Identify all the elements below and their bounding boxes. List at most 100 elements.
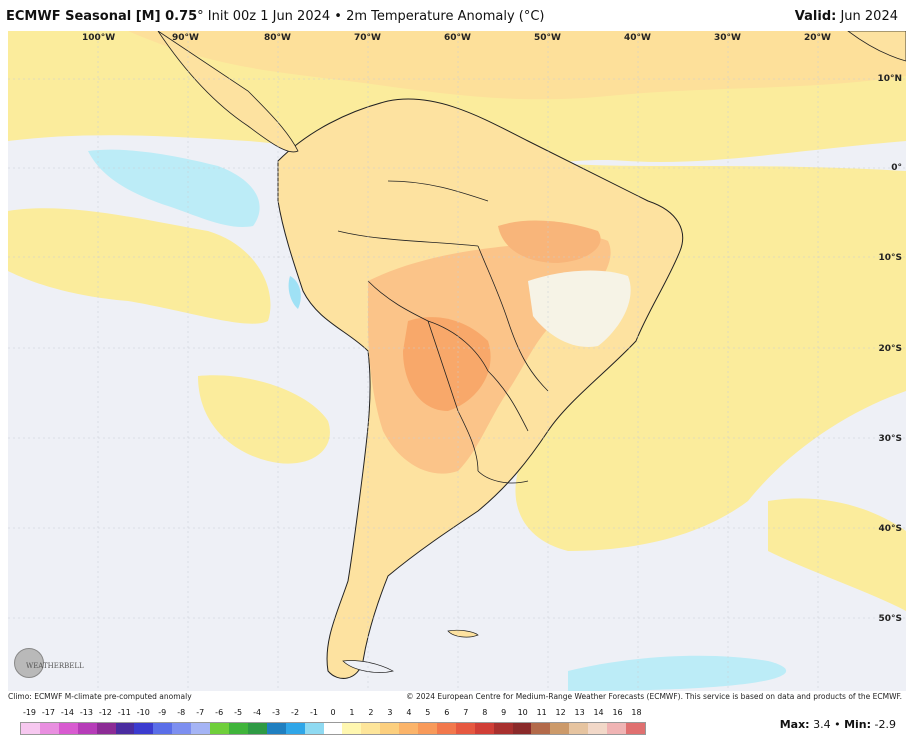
scale-swatch (115, 723, 135, 734)
scale-tick-label: 10 (517, 708, 528, 717)
anomaly-zone-north-warm (128, 31, 906, 100)
scale-swatch (304, 723, 324, 734)
lat-label: 30°S (878, 434, 902, 444)
scale-swatch (455, 723, 475, 734)
scale-swatch (77, 723, 97, 734)
lat-label: 20°S (878, 344, 902, 354)
scale-tick-label: 11 (536, 708, 547, 717)
lon-label: 20°W (804, 33, 831, 43)
graticule (8, 31, 906, 691)
scale-swatch (285, 723, 305, 734)
scale-swatch (266, 723, 286, 734)
max-min-readout: Max: 3.4 • Min: -2.9 (779, 718, 896, 731)
scale-tick-label: 12 (555, 708, 566, 717)
scale-tick-label: -9 (158, 708, 167, 717)
lon-label: 30°W (714, 33, 741, 43)
anomaly-map: 100°W 90°W 80°W 70°W 60°W 50°W 40°W 30°W… (8, 31, 906, 691)
cool-zone-galapagos (88, 149, 260, 227)
scale-tick-label: -7 (196, 708, 205, 717)
scale-swatch (399, 723, 419, 734)
scale-swatch (342, 723, 362, 734)
scale-tick-label: -17 (41, 708, 55, 717)
lon-label: 60°W (444, 33, 471, 43)
lon-label: 80°W (264, 33, 291, 43)
scale-swatch (493, 723, 513, 734)
climo-note: Climo: ECMWF M-climate pre-computed anom… (8, 692, 192, 701)
scale-tick-label: -2 (291, 708, 300, 717)
scale-tick-label: -12 (98, 708, 112, 717)
warm-zone-peak (403, 317, 491, 411)
scale-swatch (418, 723, 437, 734)
map-canvas (8, 31, 906, 691)
falkland-islands (447, 629, 479, 638)
scale-tick-label: 5 (425, 708, 431, 717)
scale-tick-label: 14 (593, 708, 604, 717)
scale-tick-label: 9 (501, 708, 507, 717)
valid-date: Valid: Jun 2024 (794, 9, 898, 24)
scale-swatch (588, 723, 608, 734)
scale-tick-label: 3 (387, 708, 393, 717)
scale-swatch (191, 723, 211, 734)
lat-label: 50°S (878, 614, 902, 624)
weatherbell-logo-text: WEATHERBELL (26, 662, 84, 670)
scale-tick-label: 6 (444, 708, 450, 717)
scale-swatch (39, 723, 59, 734)
scale-swatch (228, 723, 248, 734)
lat-label: 0° (891, 163, 902, 173)
scale-swatch (531, 723, 551, 734)
scale-tick-label: -11 (117, 708, 131, 717)
scale-swatch (626, 723, 645, 734)
scale-swatch (436, 723, 456, 734)
scale-swatch (380, 723, 400, 734)
scale-tick-label: 0 (330, 708, 336, 717)
scale-swatch (96, 723, 116, 734)
scale-bar (20, 722, 646, 735)
scale-swatch (607, 723, 626, 734)
lon-label: 100°W (82, 33, 116, 43)
color-scale: -19 -17 -14 -13 -12 -11 -10 -9 -8 -7 -6 -5 -4 -3 -2 -1 0… (20, 708, 646, 735)
scale-tick-label: 1 (349, 708, 355, 717)
scale-tick-label: -13 (79, 708, 93, 717)
weatherbell-logo (14, 648, 44, 678)
lat-label: 10°S (878, 253, 902, 263)
anomaly-zone-pacific (8, 208, 271, 324)
scale-tick-label: -6 (215, 708, 224, 717)
cool-zone-peru (288, 276, 301, 309)
lon-label: 40°W (624, 33, 651, 43)
scale-swatch (569, 723, 589, 734)
scale-swatch (210, 723, 229, 734)
lon-label: 50°W (534, 33, 561, 43)
scale-swatch (58, 723, 78, 734)
scale-tick-label: 18 (631, 708, 642, 717)
scale-swatch (134, 723, 154, 734)
scale-swatch (474, 723, 494, 734)
warm-zone-north-brazil (498, 220, 601, 263)
scale-labels: -19 -17 -14 -13 -12 -11 -10 -9 -8 -7 -6 -5 -4 -3 -2 -1 0… (20, 708, 646, 720)
lat-label: 10°N (877, 74, 902, 84)
scale-tick-label: 16 (612, 708, 623, 717)
map-title: ECMWF Seasonal [M] 0.75° Init 00z 1 Jun … (6, 9, 545, 24)
central-america-land (157, 31, 299, 153)
scale-tick-label: -14 (60, 708, 74, 717)
lon-label: 70°W (354, 33, 381, 43)
header: ECMWF Seasonal [M] 0.75° Init 00z 1 Jun … (0, 0, 914, 30)
scale-swatch (550, 723, 570, 734)
lon-label: 90°W (172, 33, 199, 43)
scale-tick-label: 13 (574, 708, 585, 717)
scale-tick-label: 8 (482, 708, 488, 717)
africa-land (847, 31, 906, 62)
scale-tick-label: 2 (368, 708, 374, 717)
scale-tick-label: -19 (22, 708, 37, 717)
scale-tick-label: -8 (177, 708, 186, 717)
lat-label: 40°S (878, 524, 902, 534)
cool-zone-south-atlantic (568, 655, 787, 691)
scale-tick-label: -1 (310, 708, 319, 717)
scale-swatch (21, 723, 40, 734)
scale-tick-label: 7 (463, 708, 469, 717)
neutral-zone-brazil (528, 270, 631, 347)
scale-swatch (512, 723, 532, 734)
copyright-note: © 2024 European Centre for Medium-Range … (406, 692, 902, 701)
scale-tick-label: -10 (136, 708, 150, 717)
country-borders (337, 180, 549, 484)
scale-swatch (361, 723, 381, 734)
